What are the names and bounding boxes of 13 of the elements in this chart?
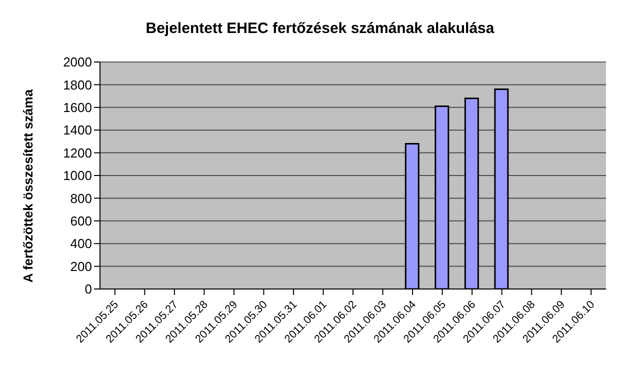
y-tick-label: 1600: [63, 100, 92, 116]
y-tick-label: 1400: [63, 122, 92, 138]
y-tick-label: 1800: [63, 77, 92, 92]
y-tick-label: 800: [70, 190, 92, 206]
y-tick-label: 2000: [63, 54, 92, 70]
y-tick-label: 400: [70, 236, 92, 252]
y-tick-label: 1200: [63, 145, 92, 160]
chart-title: Bejelentett EHEC fertőzések számának alakulása: [144, 20, 496, 37]
y-tick-label: 200: [70, 258, 92, 274]
y-tick-label: 1000: [63, 168, 92, 184]
y-tick-label: 600: [70, 214, 92, 229]
y-axis-title: A fertőzöttek összesített száma: [20, 89, 36, 283]
y-tick-label: 0: [84, 282, 92, 297]
